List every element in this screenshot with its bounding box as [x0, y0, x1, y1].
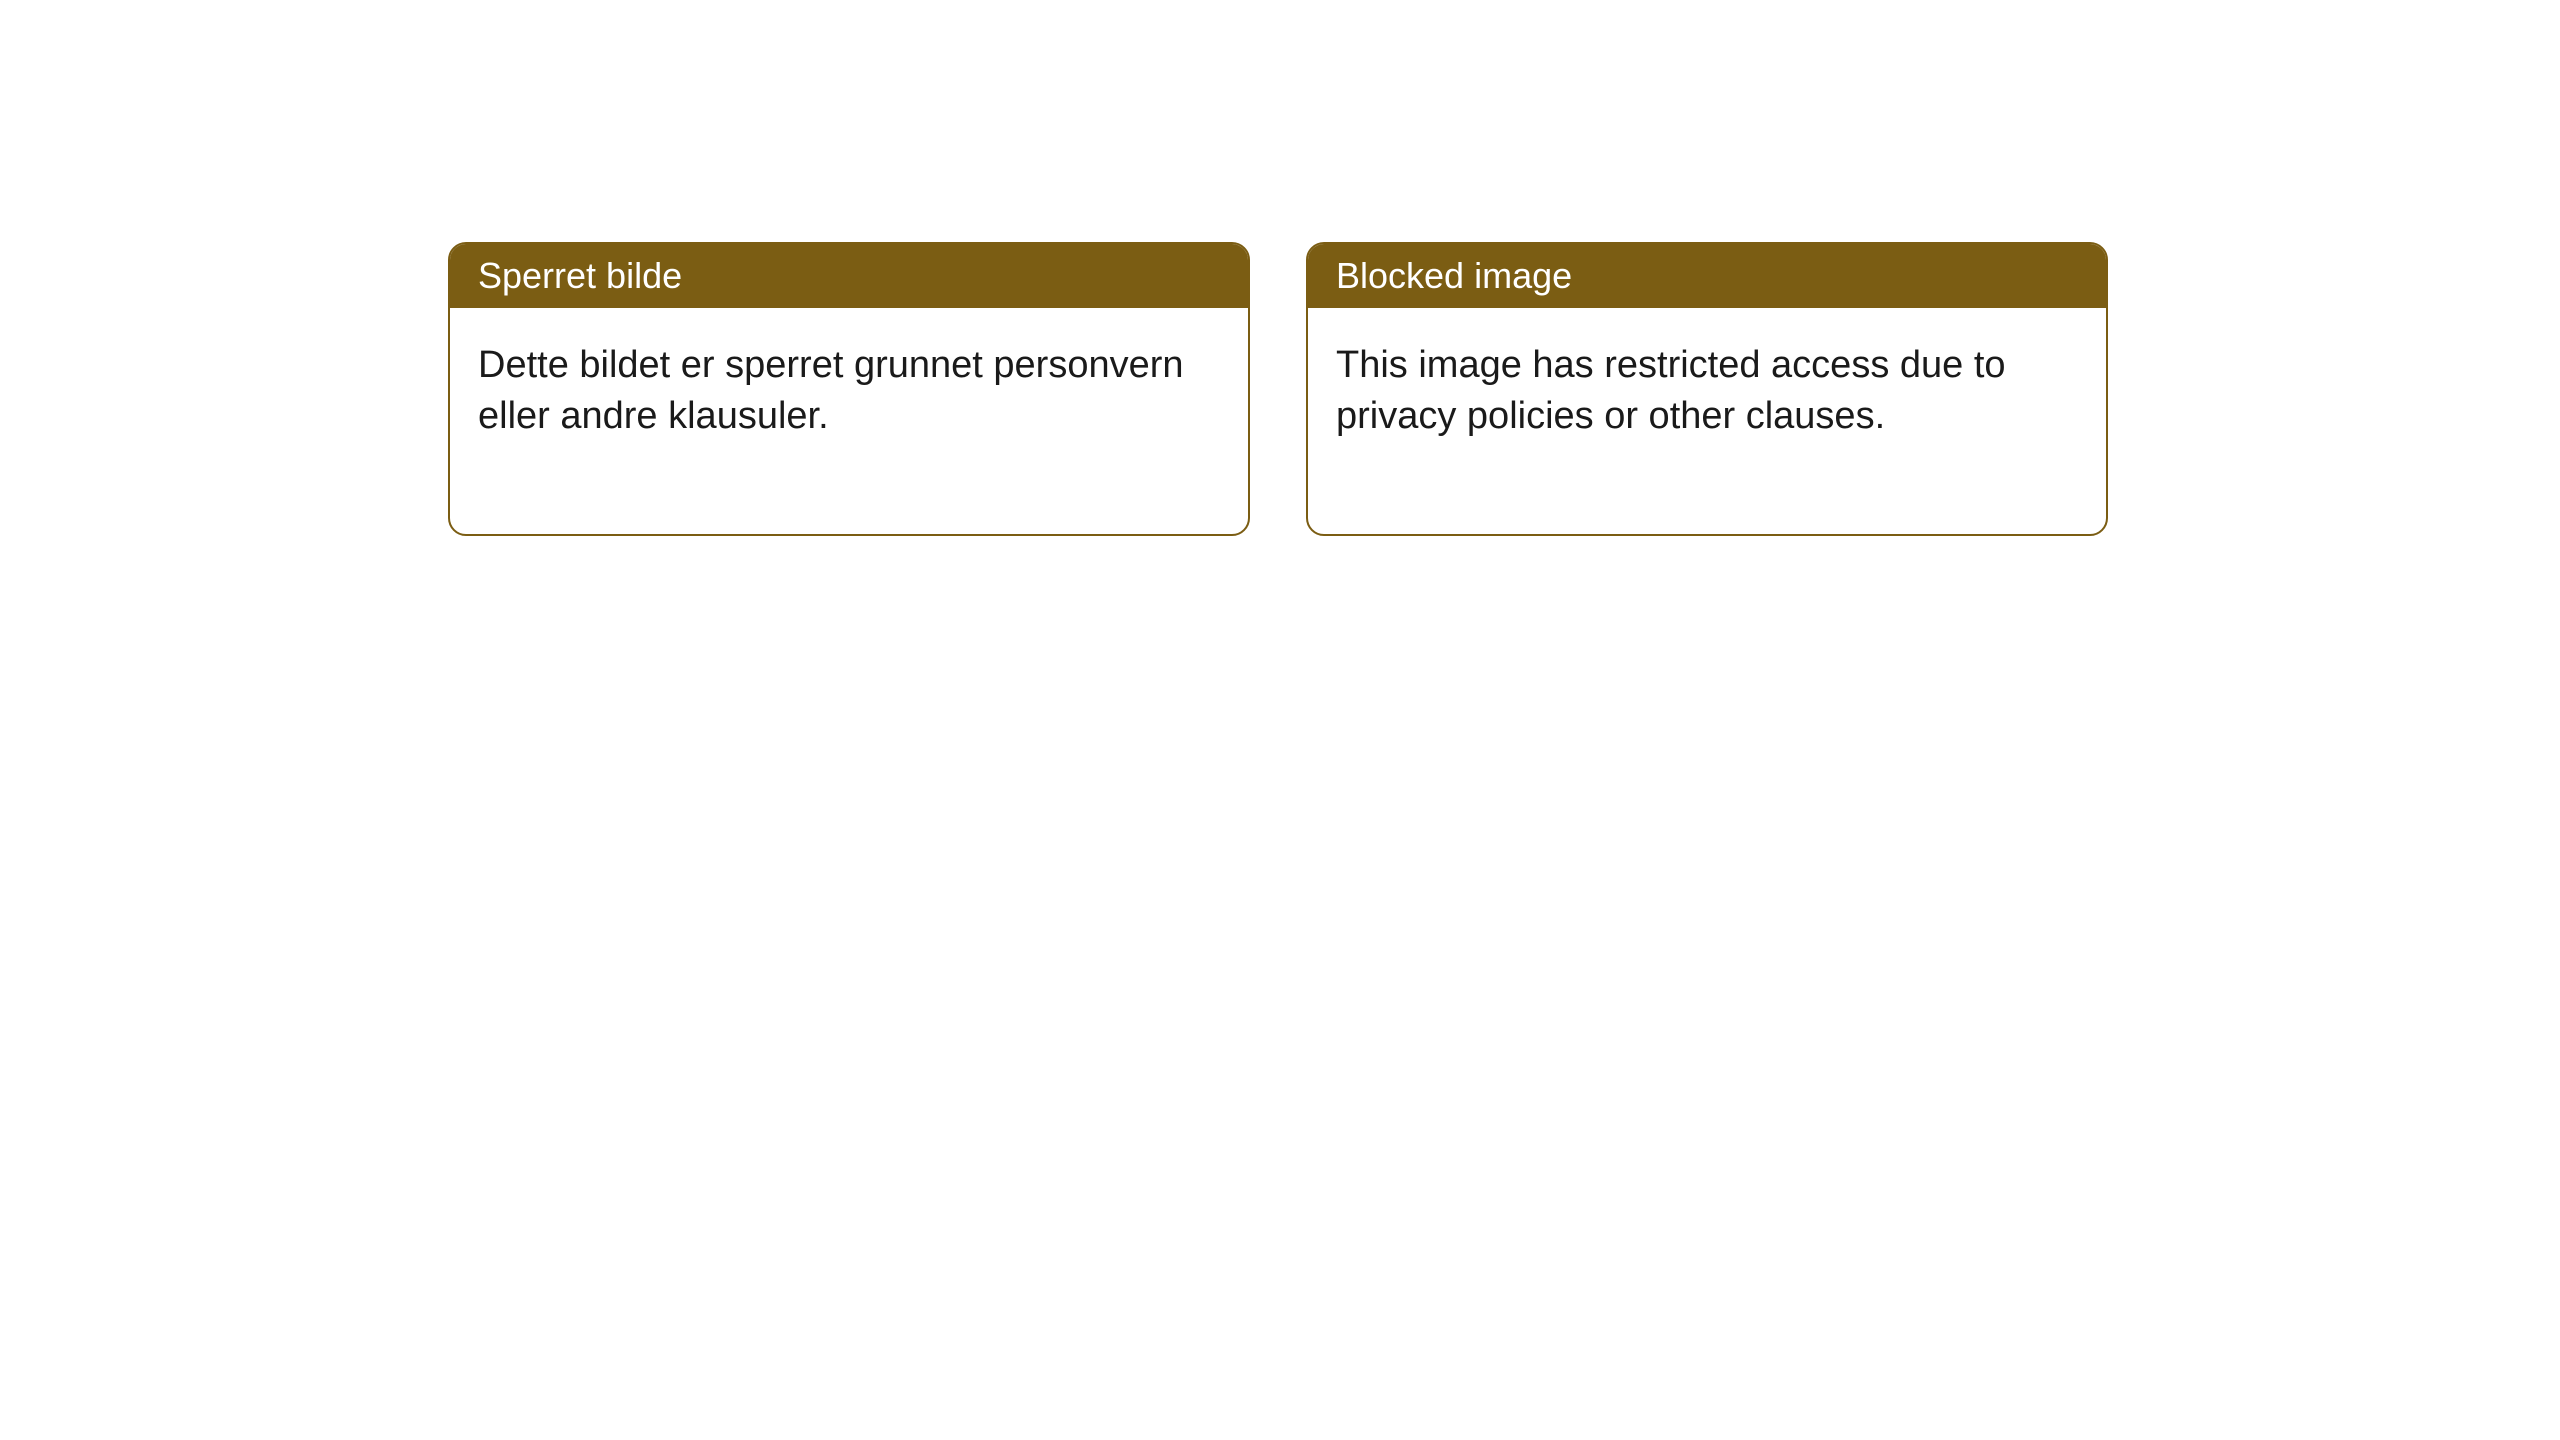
- notice-text: Dette bildet er sperret grunnet personve…: [478, 344, 1184, 437]
- notice-title: Blocked image: [1336, 255, 1572, 296]
- notice-title: Sperret bilde: [478, 255, 682, 296]
- notice-box-english: Blocked image This image has restricted …: [1306, 242, 2108, 536]
- notice-container: Sperret bilde Dette bildet er sperret gr…: [448, 242, 2108, 536]
- notice-header: Sperret bilde: [450, 244, 1248, 308]
- notice-body: This image has restricted access due to …: [1308, 308, 2106, 534]
- notice-text: This image has restricted access due to …: [1336, 344, 2006, 437]
- notice-header: Blocked image: [1308, 244, 2106, 308]
- notice-box-norwegian: Sperret bilde Dette bildet er sperret gr…: [448, 242, 1250, 536]
- notice-body: Dette bildet er sperret grunnet personve…: [450, 308, 1248, 534]
